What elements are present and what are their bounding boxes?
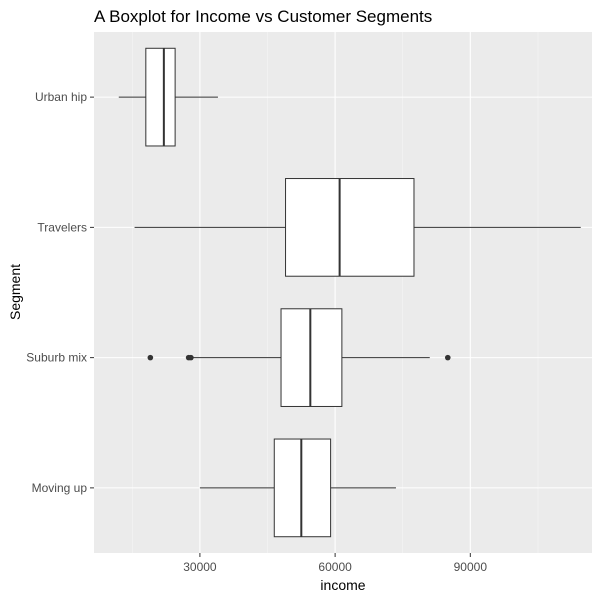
box-travelers — [134, 178, 581, 277]
x-tick-label: 60000 — [318, 560, 352, 574]
y-tick-label: Moving up — [32, 481, 88, 495]
x-tick-label: 90000 — [454, 560, 488, 574]
outlier-point — [444, 354, 451, 361]
y-tick-label: Urban hip — [35, 90, 87, 104]
box-moving-up — [199, 438, 396, 538]
y-axis-title: Segment — [7, 264, 23, 320]
x-axis: 30000 60000 90000 — [183, 553, 487, 574]
y-axis: Urban hip Travelers Suburb mix Moving up — [26, 90, 94, 495]
box-urban-hip — [118, 47, 218, 147]
iqr-box — [273, 438, 332, 538]
iqr-box — [280, 308, 343, 407]
plot-panel — [94, 32, 592, 553]
y-tick-label: Suburb mix — [26, 351, 87, 365]
chart-title: A Boxplot for Income vs Customer Segment… — [94, 7, 432, 26]
outlier-point — [147, 354, 154, 361]
outlier-point — [188, 354, 194, 361]
y-tick-label: Travelers — [37, 220, 87, 234]
box-suburb-mix — [147, 308, 451, 407]
iqr-box — [285, 178, 415, 277]
x-tick-label: 30000 — [183, 560, 217, 574]
x-axis-title: income — [320, 577, 365, 593]
iqr-box — [145, 47, 176, 147]
boxes-layer — [118, 47, 581, 538]
